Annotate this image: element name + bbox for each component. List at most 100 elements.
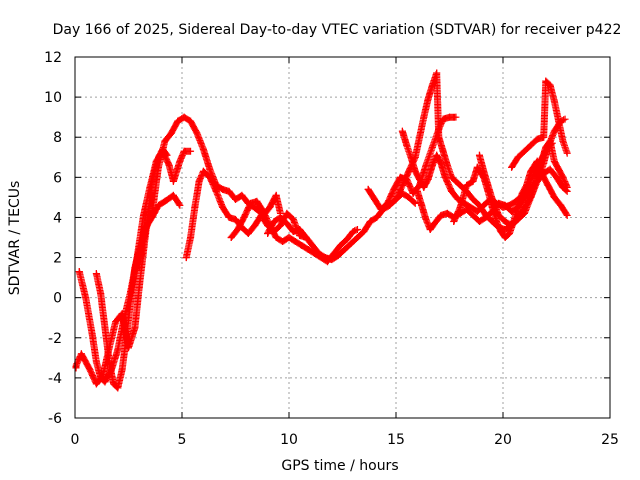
data-point (272, 191, 280, 199)
data-point (377, 205, 385, 213)
data-point (283, 209, 291, 217)
y-tick-label: 6 (53, 170, 62, 186)
data-point (264, 229, 272, 237)
data-point (176, 157, 184, 165)
data-point (527, 167, 535, 175)
data-point (523, 181, 531, 189)
data-point (398, 127, 406, 135)
data-point (142, 225, 150, 233)
data-point (92, 270, 100, 278)
data-point (161, 197, 169, 205)
x-tick-label: 25 (601, 432, 619, 448)
data-series (508, 77, 571, 171)
data-point (336, 242, 344, 250)
data-point (199, 167, 207, 175)
y-tick-label: 10 (44, 90, 62, 106)
data-point (540, 173, 548, 181)
data-point (291, 238, 299, 246)
y-axis-label: SDTVAR / TECUs (7, 181, 23, 296)
data-point (546, 137, 554, 145)
data-point (302, 234, 310, 241)
data-point (557, 201, 565, 209)
data-point (259, 207, 267, 215)
data-point (475, 151, 483, 159)
data-point (398, 181, 406, 189)
data-point (182, 254, 190, 262)
y-tick-label: 12 (44, 50, 62, 66)
data-point (289, 227, 297, 235)
data-point (180, 147, 188, 155)
data-point (353, 234, 361, 241)
data-point (199, 145, 207, 153)
data-point (360, 227, 368, 235)
data-point (431, 219, 439, 227)
data-point (424, 175, 432, 183)
data-point (139, 211, 147, 219)
data-point (452, 113, 460, 121)
y-tick-label: 2 (53, 251, 62, 267)
data-point (418, 201, 426, 209)
data-point (82, 294, 90, 302)
data-point (253, 197, 261, 205)
data-point (439, 115, 447, 123)
data-point (403, 141, 411, 149)
data-point (328, 256, 336, 264)
data-point (289, 215, 297, 223)
data-point (540, 133, 548, 141)
data-point (315, 250, 323, 258)
data-point (283, 219, 291, 227)
data-point (484, 181, 492, 189)
data-point (413, 187, 421, 195)
data-point (72, 364, 80, 372)
data-point (546, 81, 554, 89)
data-point (411, 199, 419, 207)
data-point (435, 133, 443, 141)
data-point (456, 203, 464, 211)
data-point (321, 254, 329, 262)
data-point (446, 113, 453, 121)
data-point (563, 183, 571, 191)
data-point (219, 203, 227, 211)
data-point (439, 147, 447, 155)
data-point (448, 187, 456, 195)
data-point (176, 201, 184, 209)
series-layer (72, 69, 571, 392)
x-tick-label: 10 (280, 432, 298, 448)
data-point (563, 211, 571, 219)
data-point (154, 163, 162, 171)
data-point (527, 193, 535, 201)
data-point (285, 234, 293, 241)
data-point (97, 290, 105, 298)
data-point (75, 268, 83, 276)
data-point (416, 175, 424, 183)
data-point (411, 153, 419, 161)
data-point (550, 97, 558, 105)
data-point (371, 195, 379, 203)
data-point (505, 229, 513, 237)
data-point (131, 324, 139, 332)
x-tick-label: 20 (494, 432, 512, 448)
data-point (366, 217, 374, 225)
data-point (169, 191, 177, 199)
data-point (169, 177, 177, 185)
data-point (497, 227, 505, 235)
data-point (86, 366, 94, 374)
data-point (495, 211, 503, 219)
data-point (527, 141, 535, 149)
data-point (542, 143, 550, 151)
data-point (238, 191, 246, 199)
data-point (428, 143, 436, 151)
data-point (396, 173, 404, 181)
data-point (187, 234, 195, 241)
data-point (97, 374, 105, 382)
data-point (533, 135, 541, 143)
data-point (180, 113, 188, 121)
y-tick-label: -2 (48, 331, 62, 347)
data-point (122, 334, 130, 342)
data-point (392, 195, 400, 203)
data-point (501, 225, 509, 233)
data-series (475, 137, 571, 229)
data-point (469, 177, 477, 185)
